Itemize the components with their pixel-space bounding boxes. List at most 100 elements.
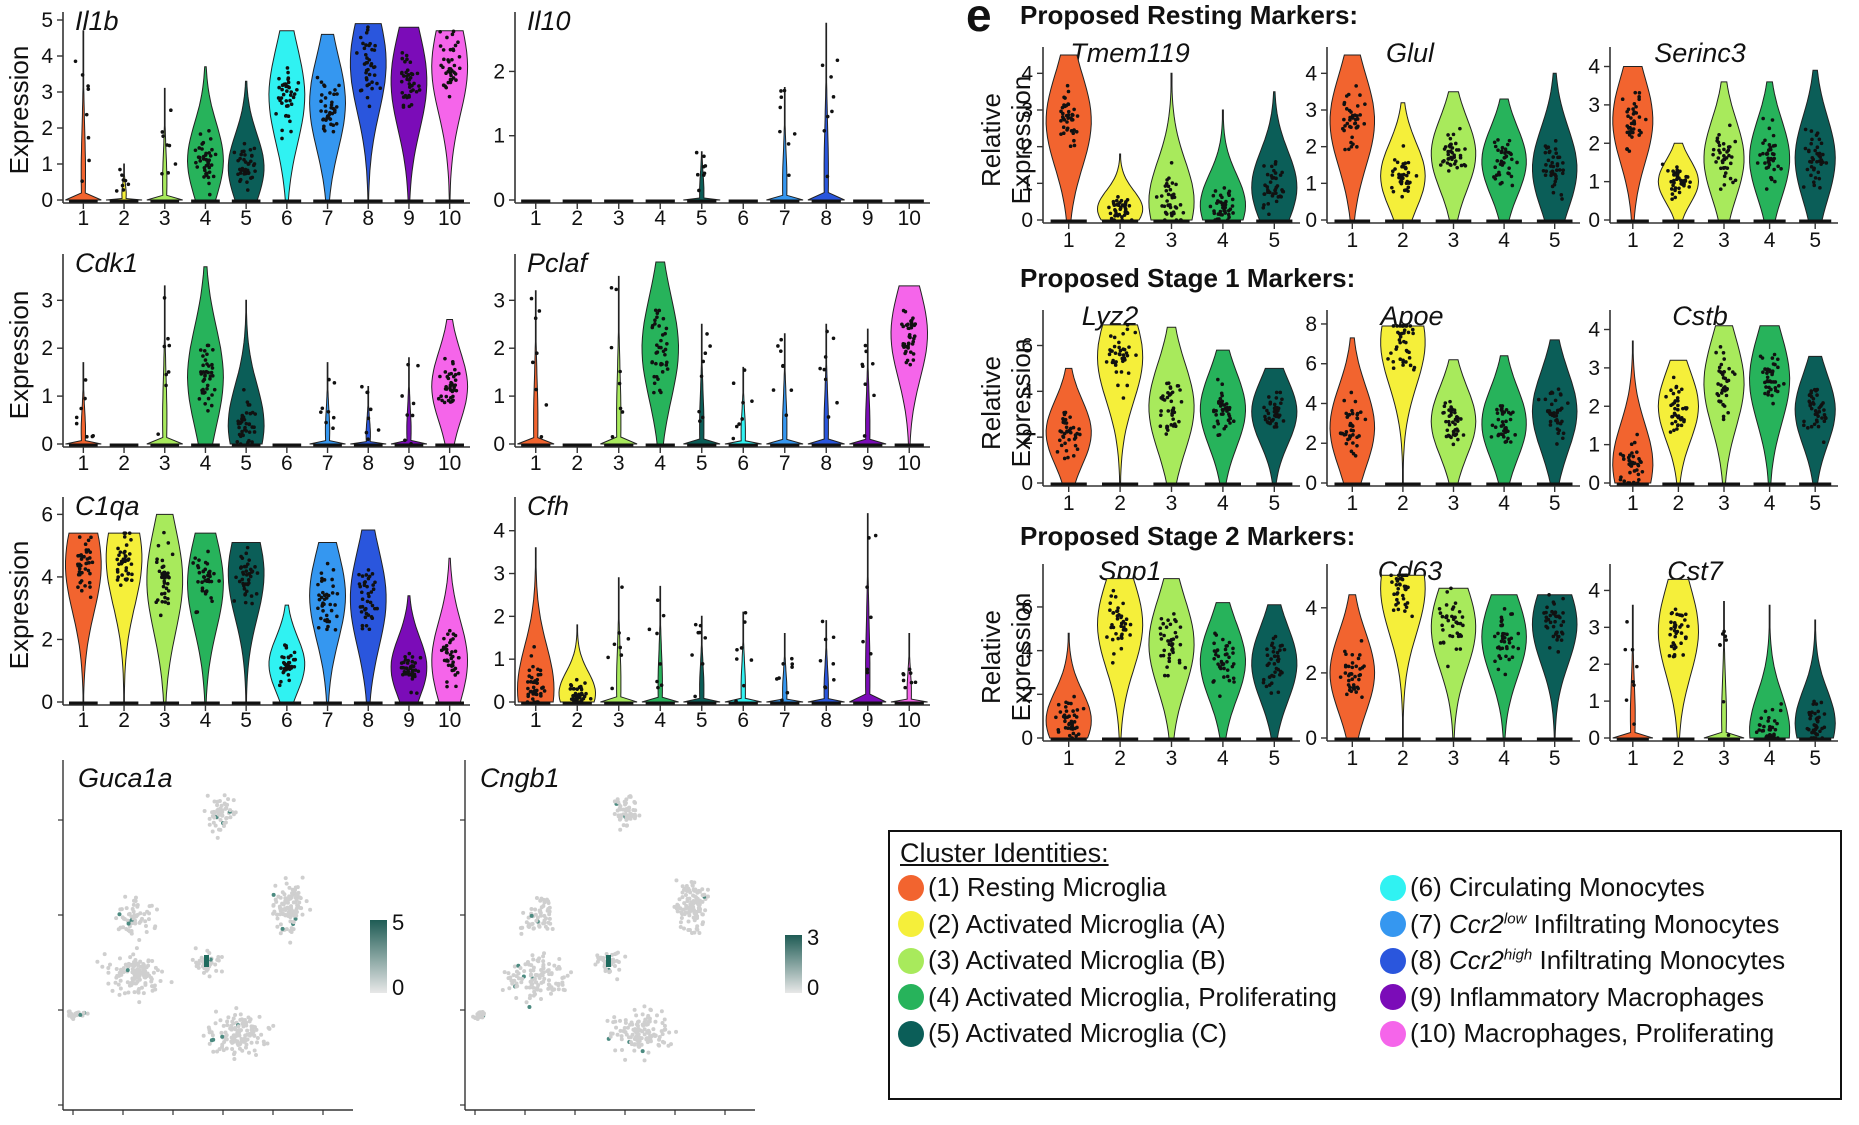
- data-point: [208, 574, 212, 579]
- cell-point: [538, 988, 543, 993]
- data-point: [364, 52, 368, 57]
- data-point: [1678, 169, 1682, 174]
- data-point: [409, 89, 413, 94]
- cell-point: [528, 973, 533, 978]
- data-point: [1218, 209, 1223, 214]
- data-point: [771, 388, 776, 392]
- data-point: [1677, 390, 1681, 394]
- data-point: [1672, 181, 1676, 185]
- cell-point: [524, 920, 529, 925]
- data-point: [366, 576, 371, 581]
- data-point: [1060, 115, 1065, 119]
- cell-point: [133, 981, 138, 986]
- data-point: [452, 668, 456, 672]
- data-point: [330, 591, 335, 595]
- data-point: [373, 43, 377, 48]
- data-point: [526, 692, 531, 697]
- data-point: [365, 56, 369, 60]
- data-point: [411, 668, 415, 673]
- data-point: [1167, 642, 1172, 647]
- cell-point: [633, 814, 638, 819]
- data-point: [1718, 345, 1723, 349]
- data-point: [653, 318, 657, 323]
- data-point: [1450, 157, 1454, 162]
- data-point: [860, 364, 865, 369]
- cell-point: [690, 883, 695, 888]
- data-point: [1405, 349, 1410, 354]
- y-tick-label: 1: [1588, 434, 1600, 457]
- data-point: [1723, 165, 1728, 170]
- data-point: [659, 390, 663, 395]
- violin-cluster-3: [1148, 326, 1195, 484]
- data-point: [1628, 463, 1633, 468]
- data-point: [1548, 620, 1553, 625]
- data-point: [1110, 349, 1114, 353]
- data-point: [118, 583, 123, 587]
- data-point: [412, 81, 416, 86]
- data-point: [1769, 156, 1773, 161]
- data-point: [1397, 576, 1402, 581]
- data-point: [1066, 455, 1070, 460]
- violin-cluster-1: [517, 290, 555, 445]
- data-point: [372, 65, 377, 69]
- cell-point: [646, 1050, 651, 1055]
- data-point: [1554, 630, 1559, 635]
- data-point: [1761, 370, 1765, 375]
- data-point: [1815, 393, 1819, 397]
- data-point: [369, 615, 374, 619]
- data-point: [1347, 688, 1352, 692]
- data-point: [403, 93, 408, 98]
- x-tick-label: 1: [1063, 747, 1075, 770]
- data-point: [1407, 356, 1412, 360]
- data-point: [1561, 619, 1566, 624]
- data-point: [326, 624, 330, 629]
- data-point: [124, 566, 129, 570]
- data-point: [446, 398, 451, 403]
- data-point: [1070, 112, 1075, 117]
- data-point: [743, 610, 748, 615]
- data-point: [1509, 174, 1514, 179]
- data-point: [1274, 176, 1278, 181]
- data-point: [1631, 127, 1636, 131]
- cell-point: [686, 919, 691, 924]
- y-tick-label: 1: [41, 153, 53, 176]
- data-point: [1118, 348, 1123, 353]
- cell-point: [207, 974, 212, 979]
- data-point: [201, 370, 206, 374]
- data-point: [82, 554, 86, 559]
- data-point: [698, 630, 702, 635]
- cell-point: [243, 1038, 248, 1043]
- cell-point: [545, 969, 550, 974]
- data-point: [1768, 728, 1773, 732]
- data-point: [1110, 623, 1114, 627]
- data-point: [241, 581, 245, 586]
- data-point: [122, 531, 127, 535]
- cell-point: [659, 1009, 664, 1014]
- cell-point: [679, 910, 684, 915]
- violin-cluster-7: [766, 87, 804, 201]
- data-point: [1167, 652, 1172, 657]
- data-point: [203, 560, 208, 565]
- data-point: [1338, 675, 1343, 679]
- data-point: [213, 152, 218, 157]
- x-tick-label: 3: [613, 709, 625, 732]
- data-point: [825, 174, 830, 179]
- data-point: [1115, 609, 1119, 614]
- data-point: [1072, 107, 1076, 112]
- data-point: [248, 148, 253, 152]
- data-point: [1276, 195, 1281, 199]
- data-point: [1404, 173, 1409, 178]
- data-point: [334, 122, 339, 126]
- data-point: [333, 603, 337, 607]
- cell-point: [282, 892, 287, 897]
- data-point: [1347, 147, 1351, 152]
- data-point: [1543, 150, 1548, 155]
- data-point: [1058, 438, 1062, 443]
- cell-point: [613, 1019, 618, 1024]
- cell-point: [234, 1006, 239, 1011]
- legend-swatch: [898, 984, 924, 1010]
- data-point: [1630, 451, 1634, 455]
- data-point: [1561, 161, 1565, 165]
- data-point: [1729, 155, 1734, 159]
